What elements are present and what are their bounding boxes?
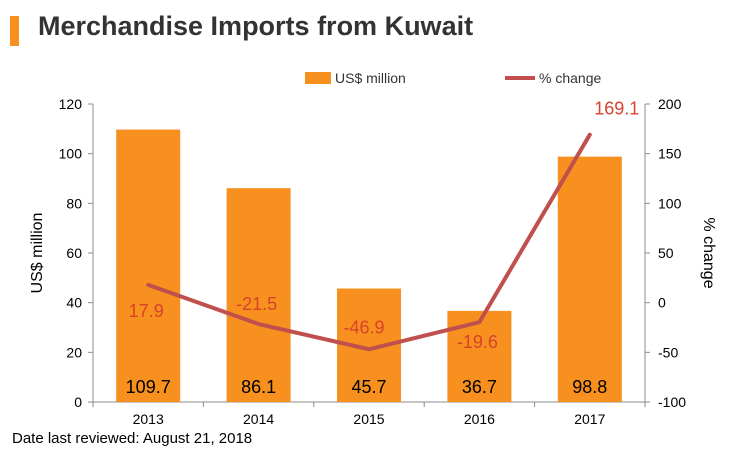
- y-tick-label-left: 40: [66, 295, 82, 311]
- y-axis-title-left: US$ million: [29, 213, 46, 294]
- bar-data-label: 98.8: [572, 377, 607, 397]
- y-tick-label-right: 150: [658, 146, 682, 162]
- bar: [116, 129, 181, 402]
- bar: [226, 188, 291, 402]
- legend-label-bars: US$ million: [335, 70, 406, 86]
- line-data-label: -46.9: [343, 317, 384, 337]
- x-tick-label: 2015: [353, 411, 384, 427]
- y-axis-title-right: % change: [700, 217, 717, 288]
- bar-data-label: 109.7: [126, 377, 171, 397]
- line-data-label: -19.6: [457, 332, 498, 352]
- footnote: Date last reviewed: August 21, 2018: [12, 430, 253, 447]
- title-accent-bar: [10, 16, 19, 46]
- line-data-label: 169.1: [594, 99, 639, 119]
- legend-swatch-bars: [305, 72, 331, 84]
- chart-title: Merchandise Imports from Kuwait: [38, 11, 474, 41]
- y-tick-label-right: 50: [658, 245, 674, 261]
- y-tick-label-right: -100: [658, 394, 686, 410]
- line-data-label: -21.5: [236, 294, 277, 314]
- bar-data-label: 36.7: [462, 377, 497, 397]
- y-tick-label-left: 100: [59, 146, 83, 162]
- y-tick-label-left: 80: [66, 195, 82, 211]
- y-tick-label-left: 120: [59, 96, 83, 112]
- bar: [557, 156, 622, 402]
- y-tick-label-left: 0: [74, 394, 82, 410]
- y-tick-label-right: 0: [658, 295, 666, 311]
- bar-data-label: 45.7: [351, 377, 386, 397]
- y-tick-label-right: 200: [658, 96, 682, 112]
- x-tick-label: 2016: [464, 411, 495, 427]
- line-data-label: 17.9: [129, 301, 164, 321]
- line-series-percent-change: [146, 132, 592, 352]
- x-tick-label: 2013: [133, 411, 164, 427]
- x-tick-label: 2017: [574, 411, 605, 427]
- legend-label-line: % change: [539, 70, 601, 86]
- y-tick-label-right: 100: [658, 195, 682, 211]
- y-tick-label-left: 20: [66, 344, 82, 360]
- bar-data-label: 86.1: [241, 377, 276, 397]
- y-tick-label-left: 60: [66, 245, 82, 261]
- x-tick-label: 2014: [243, 411, 274, 427]
- y-tick-label-right: -50: [658, 344, 678, 360]
